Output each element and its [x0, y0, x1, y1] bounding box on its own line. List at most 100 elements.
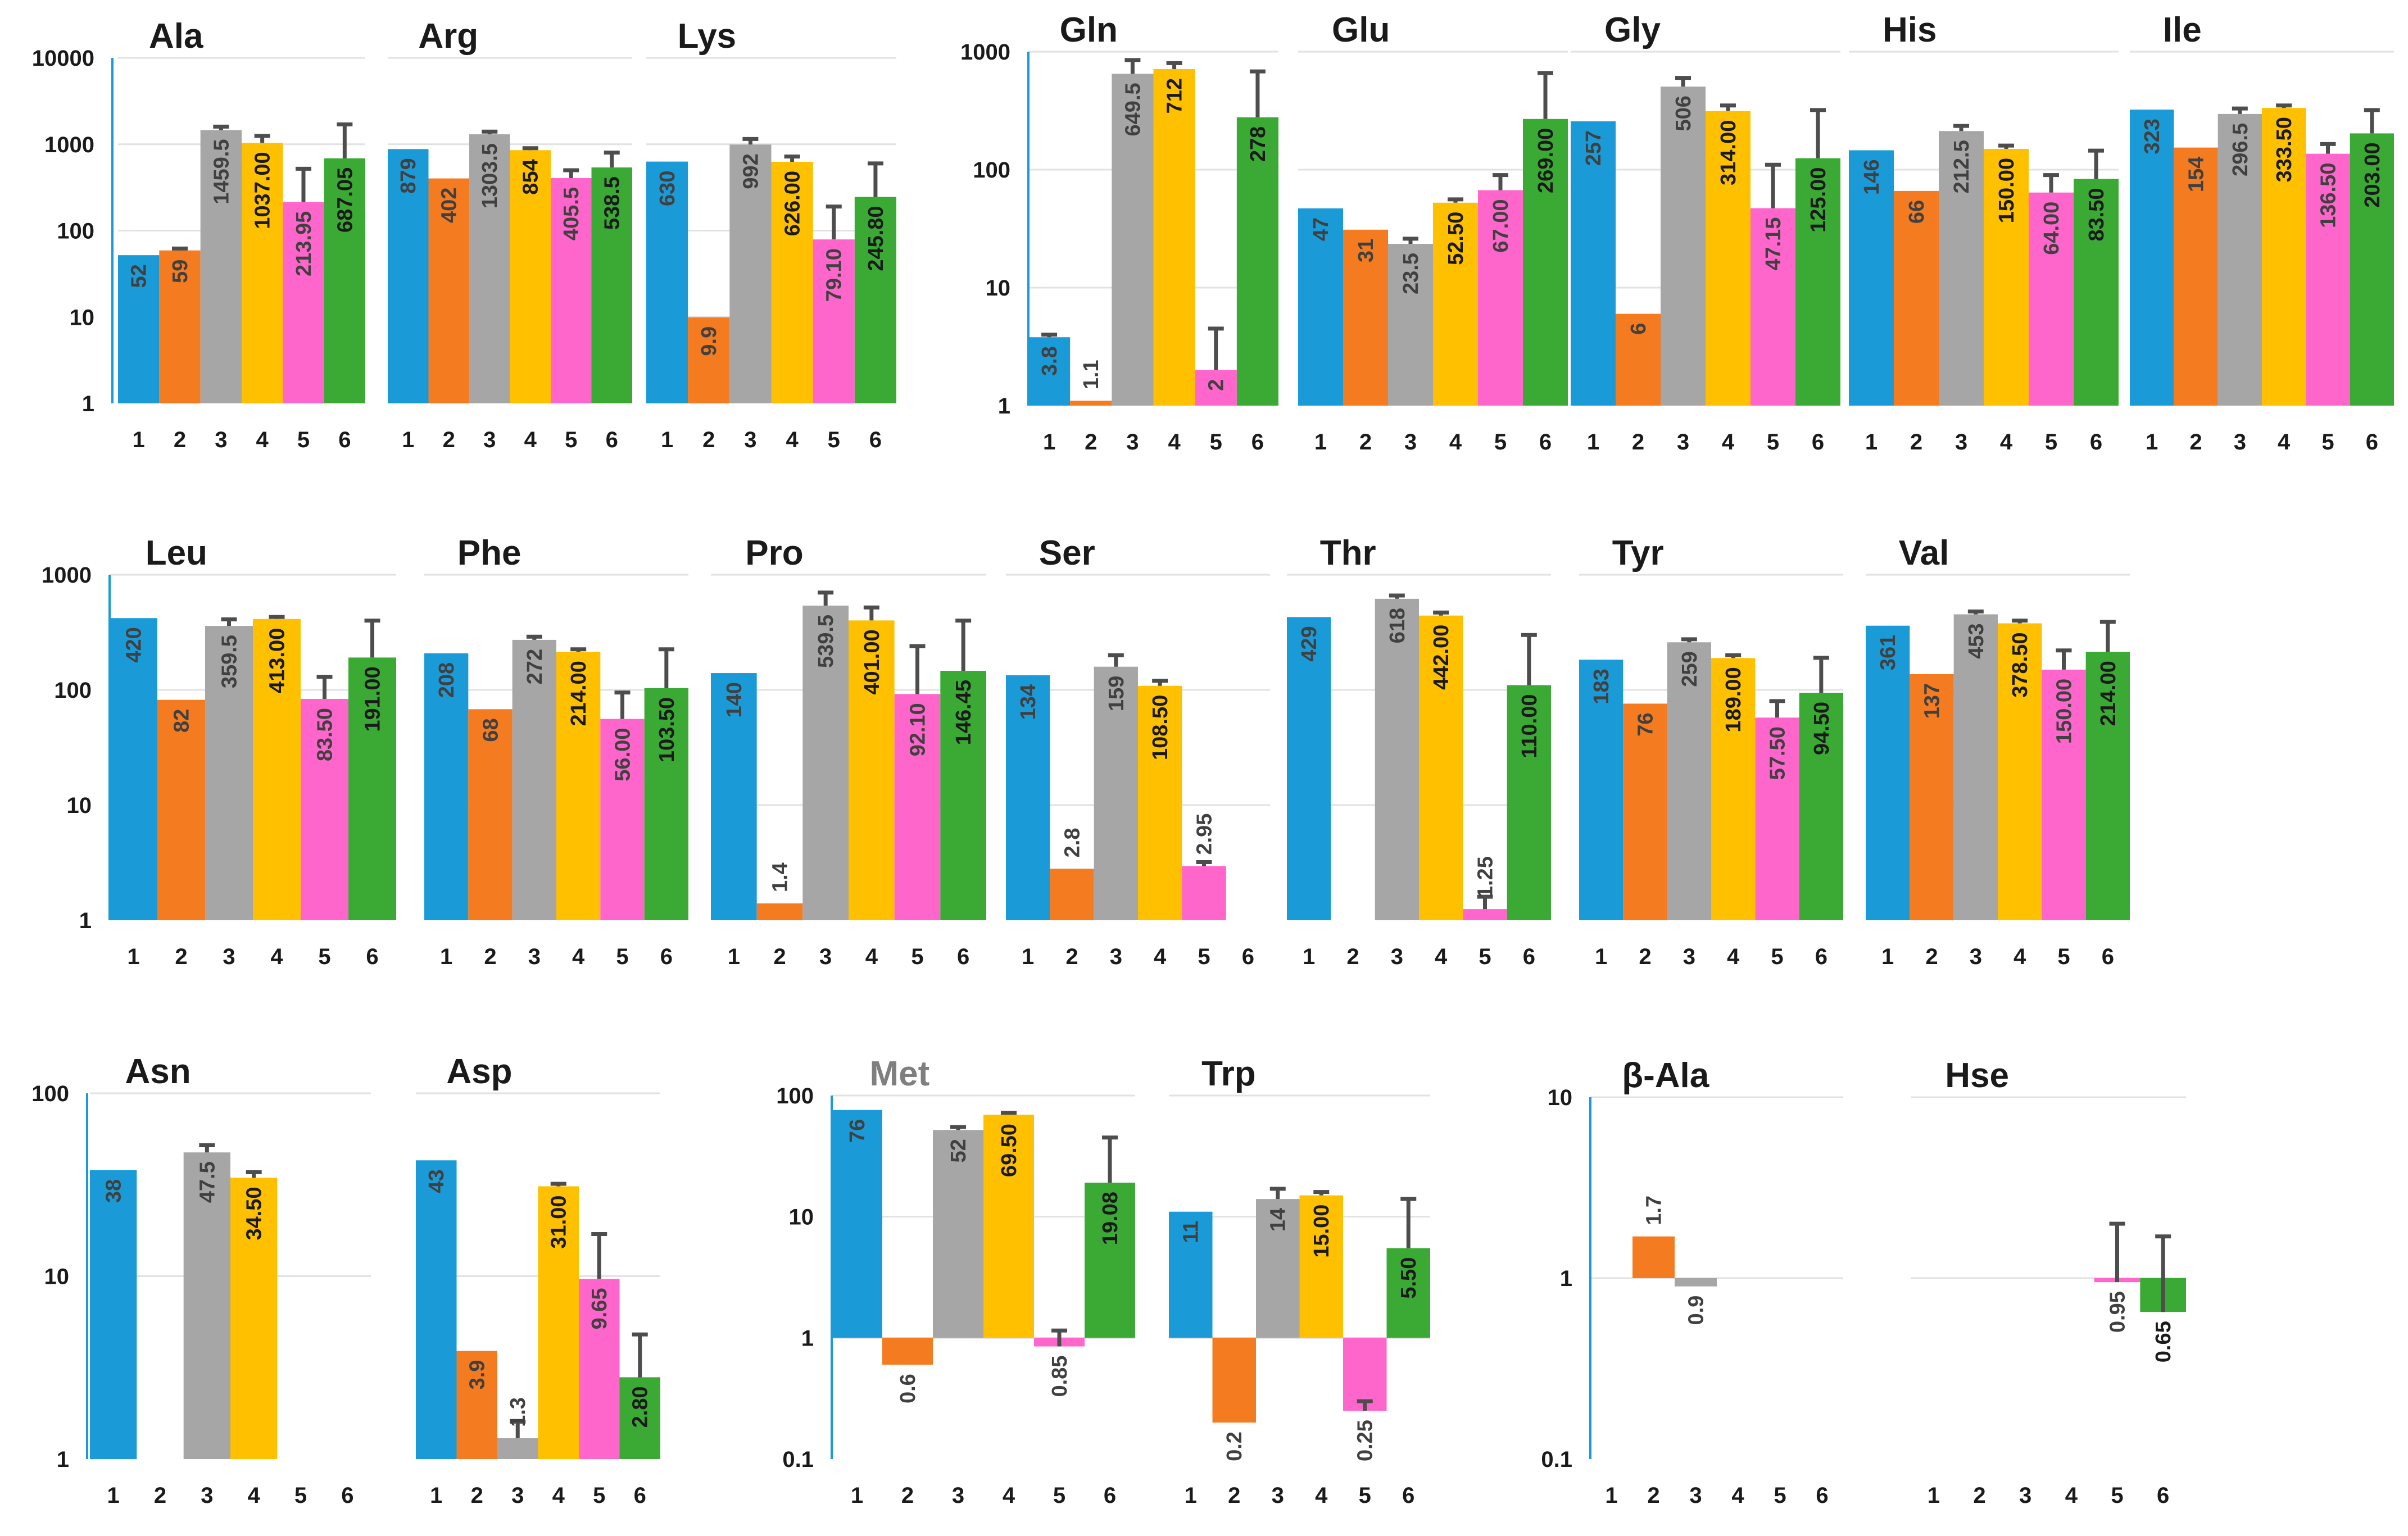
- panel-title-val: Val: [1899, 534, 1949, 572]
- bar-val-5: [2042, 669, 2086, 920]
- x-tick-label: 4: [552, 1483, 565, 1508]
- x-tick-label: 5: [1210, 430, 1222, 455]
- x-tick-label: 4: [248, 1483, 261, 1508]
- x-tick-label: 1: [440, 944, 452, 969]
- value-label: 333.50: [2273, 117, 2296, 182]
- bar-pro-6: [940, 671, 986, 920]
- value-label: 83.50: [314, 708, 337, 761]
- x-tick-label: 2: [1910, 430, 1922, 455]
- value-label: 359.5: [218, 635, 242, 688]
- x-tick-label: 4: [1435, 944, 1448, 969]
- bar-leu-4: [253, 619, 301, 920]
- x-tick-label: 4: [865, 944, 878, 969]
- x-tick-label: 3: [1677, 430, 1689, 455]
- bar-arg-6: [591, 167, 632, 403]
- value-label: 15.00: [1310, 1205, 1334, 1258]
- value-label: 1037.00: [251, 152, 275, 229]
- x-tick-label: 1: [402, 428, 414, 452]
- panel-title-pro: Pro: [745, 534, 803, 572]
- value-label: 1.1: [1080, 360, 1103, 389]
- bar-arg-3: [469, 134, 510, 403]
- x-tick-label: 3: [1272, 1483, 1284, 1508]
- x-tick-label: 4: [2278, 430, 2291, 455]
- bar-ile-6: [2350, 133, 2394, 406]
- x-tick-label: 3: [1970, 944, 1982, 969]
- value-label: 154: [2185, 157, 2209, 192]
- value-label: 0.9: [1685, 1296, 1708, 1325]
- bar-leu-3: [205, 626, 253, 920]
- y-tick-label: 1: [998, 394, 1010, 419]
- value-label: 879: [397, 158, 420, 193]
- bar-met-4: [983, 1115, 1034, 1338]
- y-tick-label: 100: [973, 158, 1010, 183]
- value-label: 361: [1876, 635, 1900, 670]
- value-label: 2.95: [1193, 814, 1217, 855]
- x-tick-label: 5: [593, 1483, 605, 1508]
- value-label: 259: [1678, 651, 1702, 687]
- x-tick-label: 2: [1228, 1483, 1240, 1508]
- bar-phe-3: [512, 639, 556, 920]
- value-label: 2.8: [1061, 828, 1085, 858]
- x-tick-label: 5: [2321, 430, 2334, 455]
- x-tick-label: 6: [957, 944, 969, 969]
- bar-gly-1: [1571, 121, 1616, 406]
- bar-asp-3: [497, 1438, 538, 1459]
- panel-title-phe: Phe: [457, 534, 521, 572]
- x-tick-label: 3: [1110, 944, 1122, 969]
- y-tick-label: 1: [79, 908, 92, 933]
- value-label: 47.5: [196, 1161, 219, 1203]
- bar-ile-1: [2130, 110, 2174, 406]
- bar-glu-6: [1523, 119, 1568, 406]
- x-tick-label: 6: [338, 428, 351, 452]
- x-tick-label: 2: [1346, 944, 1359, 969]
- bar-ile-3: [2217, 113, 2262, 406]
- x-tick-label: 3: [215, 428, 227, 452]
- bar-ala-5: [283, 202, 324, 403]
- panel-title-thr: Thr: [1320, 534, 1376, 572]
- bar-trp-4: [1299, 1195, 1343, 1338]
- value-label: 1459.5: [210, 139, 233, 205]
- y-tick-label: 1: [801, 1326, 814, 1351]
- y-tick-label: 10: [67, 793, 92, 818]
- bar-gln-5: [1195, 370, 1237, 406]
- bar-glu-3: [1388, 244, 1433, 406]
- x-tick-label: 3: [483, 428, 496, 452]
- bar-gly-4: [1706, 111, 1751, 406]
- value-label: 103.50: [655, 697, 679, 762]
- x-tick-label: 5: [2111, 1483, 2123, 1508]
- value-label: 136.50: [2317, 163, 2341, 228]
- x-tick-label: 1: [1881, 944, 1894, 969]
- value-label: 630: [656, 171, 679, 206]
- value-label: 1.7: [1643, 1196, 1666, 1225]
- x-tick-label: 4: [1315, 1483, 1328, 1508]
- bar-trp-2: [1212, 1338, 1256, 1423]
- bar-lys-4: [771, 162, 813, 403]
- x-tick-label: 5: [1479, 944, 1491, 969]
- y-tick-label: 10: [986, 276, 1011, 301]
- x-tick-label: 1: [2146, 430, 2158, 455]
- x-tick-label: 2: [901, 1483, 914, 1508]
- bar-gln-1: [1028, 337, 1071, 406]
- bar-leu-1: [110, 618, 157, 920]
- value-label: 257: [1582, 130, 1606, 166]
- value-label: 323: [2141, 119, 2164, 154]
- value-label: 108.50: [1149, 695, 1172, 760]
- y-tick-label: 10000: [32, 46, 94, 71]
- bar-thr-3: [1375, 598, 1419, 920]
- y-tick-label: 100: [776, 1084, 814, 1108]
- bar-asn-1: [90, 1170, 137, 1459]
- panel-title-his: His: [1883, 11, 1937, 49]
- value-label: 539.5: [814, 615, 838, 668]
- value-label: 296.5: [2229, 123, 2252, 176]
- bar-ile-2: [2174, 147, 2218, 406]
- bar-glu-5: [1478, 190, 1523, 406]
- value-label: 189.00: [1722, 667, 1745, 732]
- x-tick-label: 4: [1727, 944, 1740, 969]
- x-tick-label: 4: [1154, 944, 1167, 969]
- value-label: 6: [1627, 323, 1650, 335]
- value-label: 56.00: [611, 728, 635, 781]
- x-tick-label: 2: [1639, 944, 1651, 969]
- value-label: 272: [523, 649, 547, 684]
- x-tick-label: 1: [661, 428, 673, 452]
